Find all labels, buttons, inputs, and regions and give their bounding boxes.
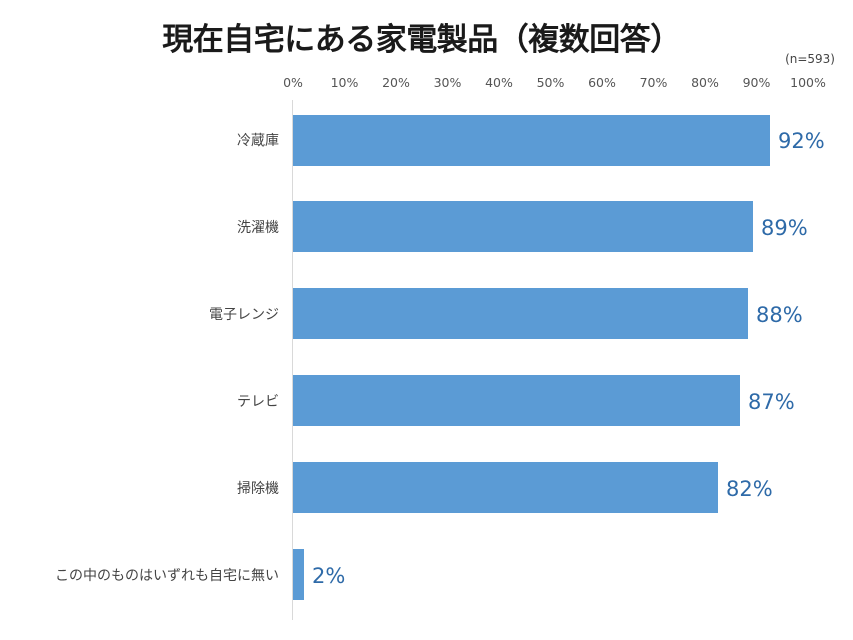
category-label: 掃除機	[237, 481, 279, 497]
value-label: 92%	[778, 129, 825, 153]
category-label: テレビ	[237, 394, 279, 410]
x-tick: 80%	[691, 75, 719, 90]
bar	[293, 201, 753, 252]
category-label: 冷蔵庫	[237, 133, 279, 149]
x-tick: 70%	[639, 75, 668, 90]
value-label: 2%	[312, 564, 346, 588]
category-label: 電子レンジ	[209, 307, 279, 323]
bar	[293, 549, 304, 600]
y-axis-line	[292, 100, 293, 620]
category-label: 洗濯機	[237, 220, 279, 236]
chart-title-text: 現在自宅にある家電製品（複数回答）	[162, 22, 681, 58]
chart-title: 現在自宅にある家電製品（複数回答）	[0, 14, 853, 59]
x-tick: 60%	[588, 75, 616, 90]
value-label: 88%	[756, 303, 803, 327]
x-tick: 20%	[382, 75, 410, 90]
value-label: 89%	[761, 216, 808, 240]
x-tick: 90%	[742, 75, 771, 90]
x-tick: 30%	[433, 75, 462, 90]
bar	[293, 462, 718, 513]
x-tick: 40%	[485, 75, 513, 90]
x-tick: 0%	[283, 75, 303, 90]
x-tick: 100%	[790, 75, 826, 90]
x-tick: 50%	[536, 75, 565, 90]
bar	[293, 375, 740, 426]
value-label: 87%	[748, 390, 795, 414]
sample-size-note: (n=593)	[785, 52, 835, 66]
bar	[293, 115, 770, 166]
x-tick: 10%	[330, 75, 359, 90]
value-label: 82%	[726, 477, 773, 501]
category-label: この中のものはいずれも自宅に無い	[55, 568, 279, 584]
bar	[293, 288, 748, 339]
